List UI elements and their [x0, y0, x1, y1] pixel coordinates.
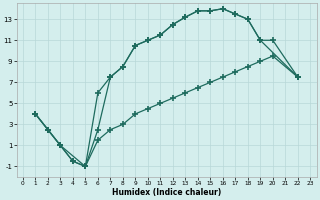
X-axis label: Humidex (Indice chaleur): Humidex (Indice chaleur) [112, 188, 221, 197]
